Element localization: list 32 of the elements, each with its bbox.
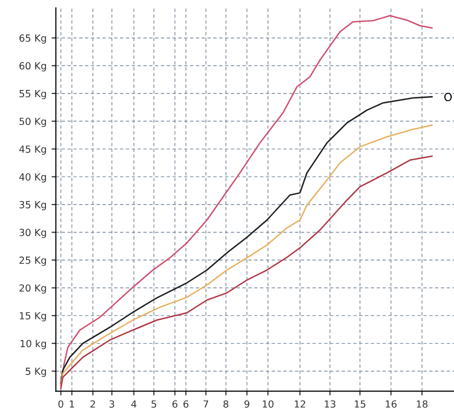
y-tick-label: 35 Kg: [20, 201, 46, 210]
x-tick-label: 8: [223, 400, 228, 408]
x-tick-label: 18: [416, 400, 428, 408]
y-tick-label: 45 Kg: [19, 146, 46, 155]
x-tick-label: 7: [204, 400, 208, 408]
x-tick-label: 1: [70, 400, 74, 408]
y-tick-label: 60 Kg: [19, 62, 46, 72]
y-tick-label: 20 Kg: [20, 284, 46, 294]
x-tick-label: 6: [183, 400, 188, 408]
y-tick-label: 15 Kg: [20, 312, 46, 322]
x-tick-label: 15: [354, 400, 366, 408]
x-tick-label: 5: [152, 400, 156, 408]
x-tick-label: 9: [244, 400, 250, 408]
y-tick-label: 30 Kg: [20, 228, 46, 238]
x-tick-label: 16: [386, 400, 397, 408]
y-tick-label: 5 Kg: [26, 368, 46, 377]
y-tick-label: 55 Kg: [20, 90, 46, 100]
line-series: [60, 15, 433, 386]
y-tick-label: 10 kg: [20, 340, 46, 350]
x-tick-label: 0: [58, 400, 64, 408]
x-tick-label: 12: [294, 400, 306, 408]
y-tick-label: 50 Kg: [20, 118, 46, 127]
x-tick-label: 3: [110, 400, 114, 408]
y-tick-label: 40 Kg: [19, 173, 46, 182]
y-tick-label: 25 Kg: [20, 256, 46, 266]
x-tick-label: 13: [324, 400, 336, 408]
y-tick-label: 65 Kg: [19, 34, 46, 44]
annotation: O: [444, 92, 452, 102]
x-tick-label: 4: [131, 400, 136, 408]
x-tick-label: 2: [90, 400, 95, 408]
x-tick-label: 6: [172, 400, 178, 408]
x-tick-label: 10: [262, 400, 274, 408]
